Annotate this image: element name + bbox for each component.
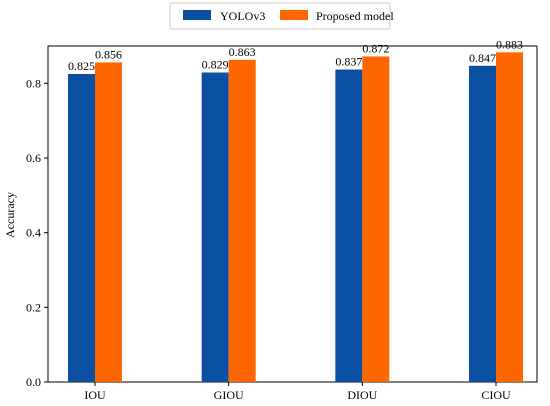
- data-label-proposed-model-iou: 0.856: [95, 47, 122, 61]
- x-tick-label: CIOU: [481, 388, 511, 402]
- data-label-proposed-model-ciou: 0.883: [496, 37, 523, 51]
- bar-proposed-model-ciou: [496, 52, 523, 382]
- legend: YOLOv3 Proposed model: [169, 2, 394, 30]
- x-tick-label: DIOU: [347, 388, 377, 402]
- legend-swatch-yolov3: [183, 10, 211, 20]
- y-tick-label: 0.8: [26, 76, 41, 90]
- x-tick-label: GIOU: [214, 388, 244, 402]
- y-tick-label: 0.4: [26, 226, 41, 240]
- bar-yolov3-ciou: [469, 65, 496, 382]
- data-label-yolov3-diou: 0.837: [335, 55, 362, 69]
- data-label-yolov3-ciou: 0.847: [469, 51, 496, 65]
- legend-label-proposed-model: Proposed model: [316, 9, 394, 23]
- legend-label-yolov3: YOLOv3: [220, 9, 265, 23]
- plot-area-frame: [47, 45, 538, 383]
- y-axis-label: Accuracy: [3, 192, 17, 238]
- y-tick-label: 0.2: [26, 300, 41, 314]
- data-label-yolov3-iou: 0.825: [68, 59, 95, 73]
- x-axis: IOU GIOU DIOU CIOU: [84, 382, 511, 402]
- bar-yolov3-giou: [201, 72, 229, 383]
- y-tick-label: 0.6: [26, 151, 41, 165]
- x-tick-label: IOU: [84, 388, 106, 402]
- data-label-yolov3-giou: 0.829: [202, 58, 229, 72]
- bar-proposed-model-iou: [95, 62, 122, 382]
- bar-yolov3-diou: [335, 69, 363, 383]
- data-label-proposed-model-giou: 0.863: [229, 45, 256, 59]
- bar-proposed-model-diou: [362, 56, 390, 382]
- bar-yolov3-iou: [68, 74, 95, 382]
- data-label-proposed-model-diou: 0.872: [362, 41, 389, 55]
- y-axis: 0.0 0.2 0.4 0.6 0.8: [26, 76, 48, 389]
- y-tick-label: 0.0: [26, 375, 41, 389]
- legend-swatch-proposed-model: [280, 10, 308, 20]
- bar-proposed-model-giou: [228, 59, 256, 383]
